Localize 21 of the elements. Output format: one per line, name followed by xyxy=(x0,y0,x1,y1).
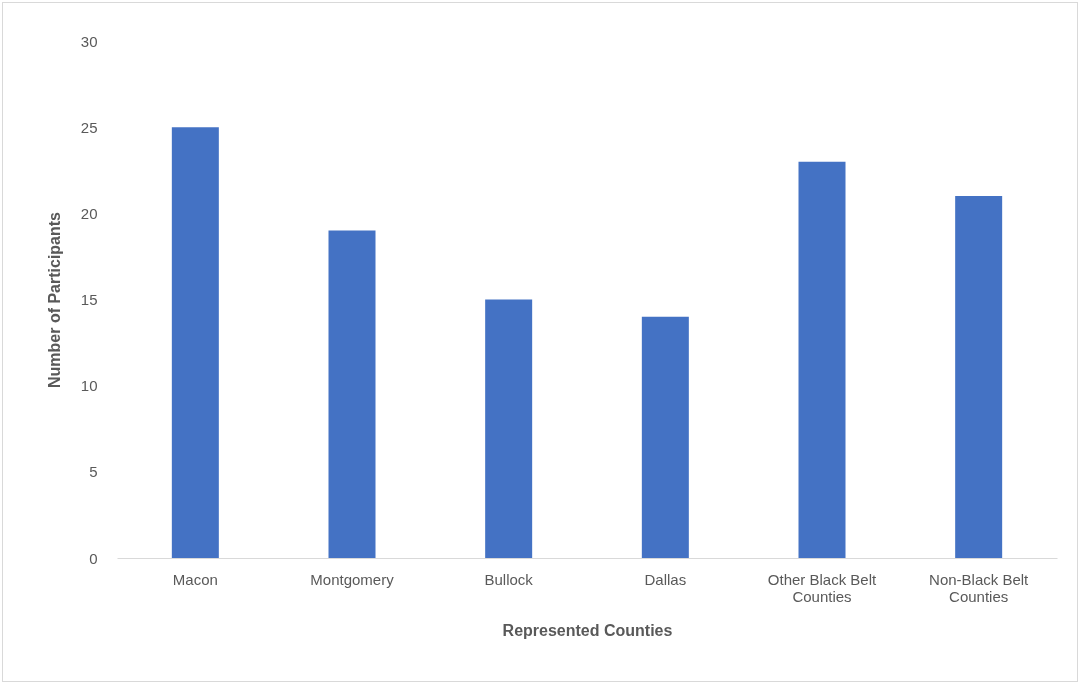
y-tick-label: 15 xyxy=(80,291,98,308)
x-tick-label: Montgomery xyxy=(310,570,395,588)
x-tick-label: Non-Black Belt Counties xyxy=(929,570,1030,605)
x-tick-label: Bullock xyxy=(484,570,534,588)
y-axis-title: Number of Participants xyxy=(45,211,63,389)
bar xyxy=(485,299,533,558)
bar xyxy=(641,316,689,558)
y-tick-label: 25 xyxy=(80,118,98,136)
x-tick-label: Dallas xyxy=(644,570,687,588)
y-tick-label: 20 xyxy=(80,204,98,222)
bar xyxy=(798,161,846,558)
x-tick-label: Other Black Belt Counties xyxy=(767,570,878,605)
bar xyxy=(955,196,1003,558)
bar xyxy=(171,127,219,558)
bar xyxy=(328,230,376,558)
y-tick-label: 30 xyxy=(80,32,98,50)
x-axis-title: Represented Counties xyxy=(502,621,673,639)
y-tick-label: 10 xyxy=(80,377,98,395)
y-tick-label: 0 xyxy=(89,549,98,567)
y-tick-label: 5 xyxy=(89,463,98,481)
x-tick-label: Macon xyxy=(172,570,218,588)
